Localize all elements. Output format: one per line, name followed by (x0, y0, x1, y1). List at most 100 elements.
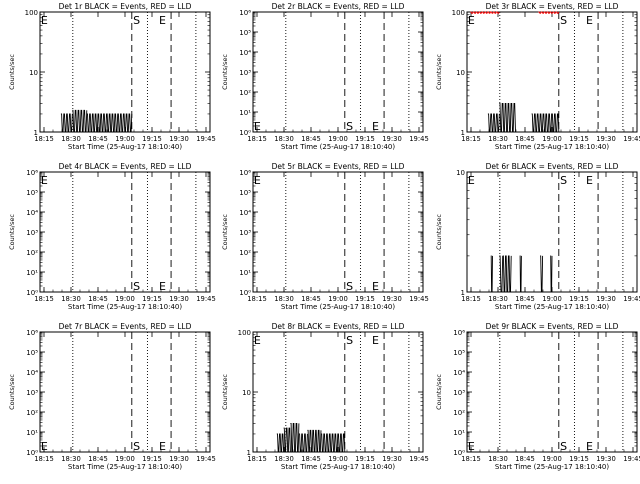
event-marker: E (254, 120, 261, 133)
y-tick-label: 10 (242, 389, 251, 397)
event-marker: S (133, 280, 140, 293)
event-marker: E (41, 14, 48, 27)
y-axis-label: Counts/sec (221, 374, 229, 410)
x-tick-label: 19:30 (169, 455, 189, 463)
x-tick-label: 19:00 (328, 295, 348, 303)
chart-title: Det 9r BLACK = Events, RED = LLD (486, 322, 619, 331)
y-tick-label: 10⁴ (26, 209, 38, 217)
y-tick-label: 10³ (239, 229, 251, 237)
x-axis-label: Start Time (25-Aug-17 18:10:40) (495, 143, 609, 151)
y-tick-label: 1 (34, 129, 38, 137)
x-tick-label: 19:00 (542, 295, 562, 303)
x-tick-label: 18:15 (461, 295, 481, 303)
y-tick-label: 100 (25, 9, 38, 17)
data-series-1 (276, 433, 285, 453)
x-tick-label: 18:15 (34, 455, 54, 463)
y-axis-label: Counts/sec (221, 54, 229, 90)
data-series-2 (538, 11, 560, 14)
x-tick-label: 18:15 (247, 455, 267, 463)
y-tick-label: 10⁶ (239, 9, 251, 17)
chart-panel-6: Det 6r BLACK = Events, RED = LLD 1 10 18:15… (435, 162, 640, 311)
plot-frame (252, 11, 424, 133)
y-tick-label: 10⁴ (26, 369, 38, 377)
event-marker: E (159, 280, 166, 293)
x-tick-label: 19:00 (115, 455, 135, 463)
y-axis-label: Counts/sec (221, 214, 229, 250)
chart-panel-3: Det 3r BLACK = Events, RED = LLD 1 10 100 18… (435, 2, 640, 151)
chart-panel-7: Det 7r BLACK = Events, RED = LLD 10⁰ 10¹ 10… (8, 322, 216, 471)
y-tick-label: 10¹ (453, 429, 465, 437)
y-tick-label: 10³ (26, 229, 38, 237)
y-axis-label: Counts/sec (435, 54, 443, 90)
data-series-1 (531, 113, 560, 133)
y-tick-label: 10⁴ (453, 369, 465, 377)
x-tick-label: 19:00 (115, 135, 135, 143)
event-marker: E (372, 120, 379, 133)
chart-title: Det 4r BLACK = Events, RED = LLD (59, 162, 192, 171)
x-tick-label: 19:45 (623, 295, 640, 303)
x-tick-label: 19:30 (382, 295, 402, 303)
x-tick-label: 19:30 (596, 455, 616, 463)
x-tick-label: 18:45 (515, 135, 535, 143)
y-axis-label: Counts/sec (435, 374, 443, 410)
y-tick-label: 10⁶ (26, 169, 38, 177)
y-tick-label: 10² (239, 249, 251, 257)
y-tick-label: 10⁰ (26, 449, 38, 457)
x-tick-label: 18:15 (34, 295, 54, 303)
y-tick-label: 1 (461, 129, 465, 137)
chart-title: Det 8r BLACK = Events, RED = LLD (272, 322, 405, 331)
y-tick-label: 10² (26, 249, 38, 257)
event-marker: S (133, 14, 140, 27)
x-tick-label: 18:45 (88, 455, 108, 463)
y-tick-label: 10⁶ (453, 329, 465, 337)
x-tick-label: 19:45 (196, 455, 216, 463)
y-tick-label: 10¹ (26, 269, 38, 277)
data-series-1 (60, 113, 73, 133)
chart-title: Det 5r BLACK = Events, RED = LLD (272, 162, 405, 171)
y-tick-label: 10¹ (239, 269, 251, 277)
x-tick-label: 18:45 (301, 455, 321, 463)
y-tick-label: 10⁵ (239, 29, 251, 37)
event-marker: E (159, 440, 166, 453)
chart-panel-1: Det 1r BLACK = Events, RED = LLD 1 10 100 18… (8, 2, 216, 151)
y-tick-label: 100 (238, 329, 251, 337)
x-axis-label: Start Time (25-Aug-17 18:10:40) (281, 463, 395, 471)
y-tick-label: 10⁰ (239, 289, 251, 297)
x-tick-label: 18:30 (274, 135, 294, 143)
x-tick-label: 19:15 (142, 455, 162, 463)
event-marker: E (468, 174, 475, 187)
x-tick-label: 18:15 (247, 135, 267, 143)
data-series-2 (470, 11, 500, 14)
x-tick-label: 19:15 (569, 295, 589, 303)
chart-panel-9: Det 9r BLACK = Events, RED = LLD 10⁰ 10¹ 10… (435, 322, 640, 471)
y-tick-label: 10⁵ (26, 189, 38, 197)
data-series-1 (321, 433, 346, 453)
event-marker: S (560, 440, 567, 453)
chart-panel-5: Det 5r BLACK = Events, RED = LLD 10⁰ 10¹ 10… (221, 162, 429, 311)
data-series-1 (550, 255, 553, 293)
data-series-1 (283, 427, 291, 453)
y-tick-label: 10² (239, 89, 251, 97)
event-marker: E (254, 334, 261, 347)
event-marker: S (346, 334, 353, 347)
x-tick-label: 19:30 (382, 455, 402, 463)
x-tick-label: 18:30 (61, 135, 81, 143)
chart-title: Det 7r BLACK = Events, RED = LLD (59, 322, 192, 331)
x-tick-label: 18:45 (515, 295, 535, 303)
x-tick-label: 19:45 (623, 135, 640, 143)
x-tick-label: 18:15 (247, 295, 267, 303)
x-tick-label: 19:00 (542, 135, 562, 143)
chart-title: Det 6r BLACK = Events, RED = LLD (486, 162, 619, 171)
x-tick-label: 19:45 (409, 455, 429, 463)
x-tick-label: 19:15 (569, 455, 589, 463)
y-tick-label: 10⁶ (26, 329, 38, 337)
y-tick-label: 10⁵ (453, 349, 465, 357)
chart-title: Det 3r BLACK = Events, RED = LLD (486, 2, 619, 11)
event-marker: E (468, 440, 475, 453)
y-tick-label: 10⁶ (239, 169, 251, 177)
y-tick-label: 10⁴ (239, 209, 251, 217)
event-marker: E (41, 440, 48, 453)
y-tick-label: 100 (452, 9, 465, 17)
y-tick-label: 10⁵ (26, 349, 38, 357)
x-axis-label: Start Time (25-Aug-17 18:10:40) (281, 143, 395, 151)
